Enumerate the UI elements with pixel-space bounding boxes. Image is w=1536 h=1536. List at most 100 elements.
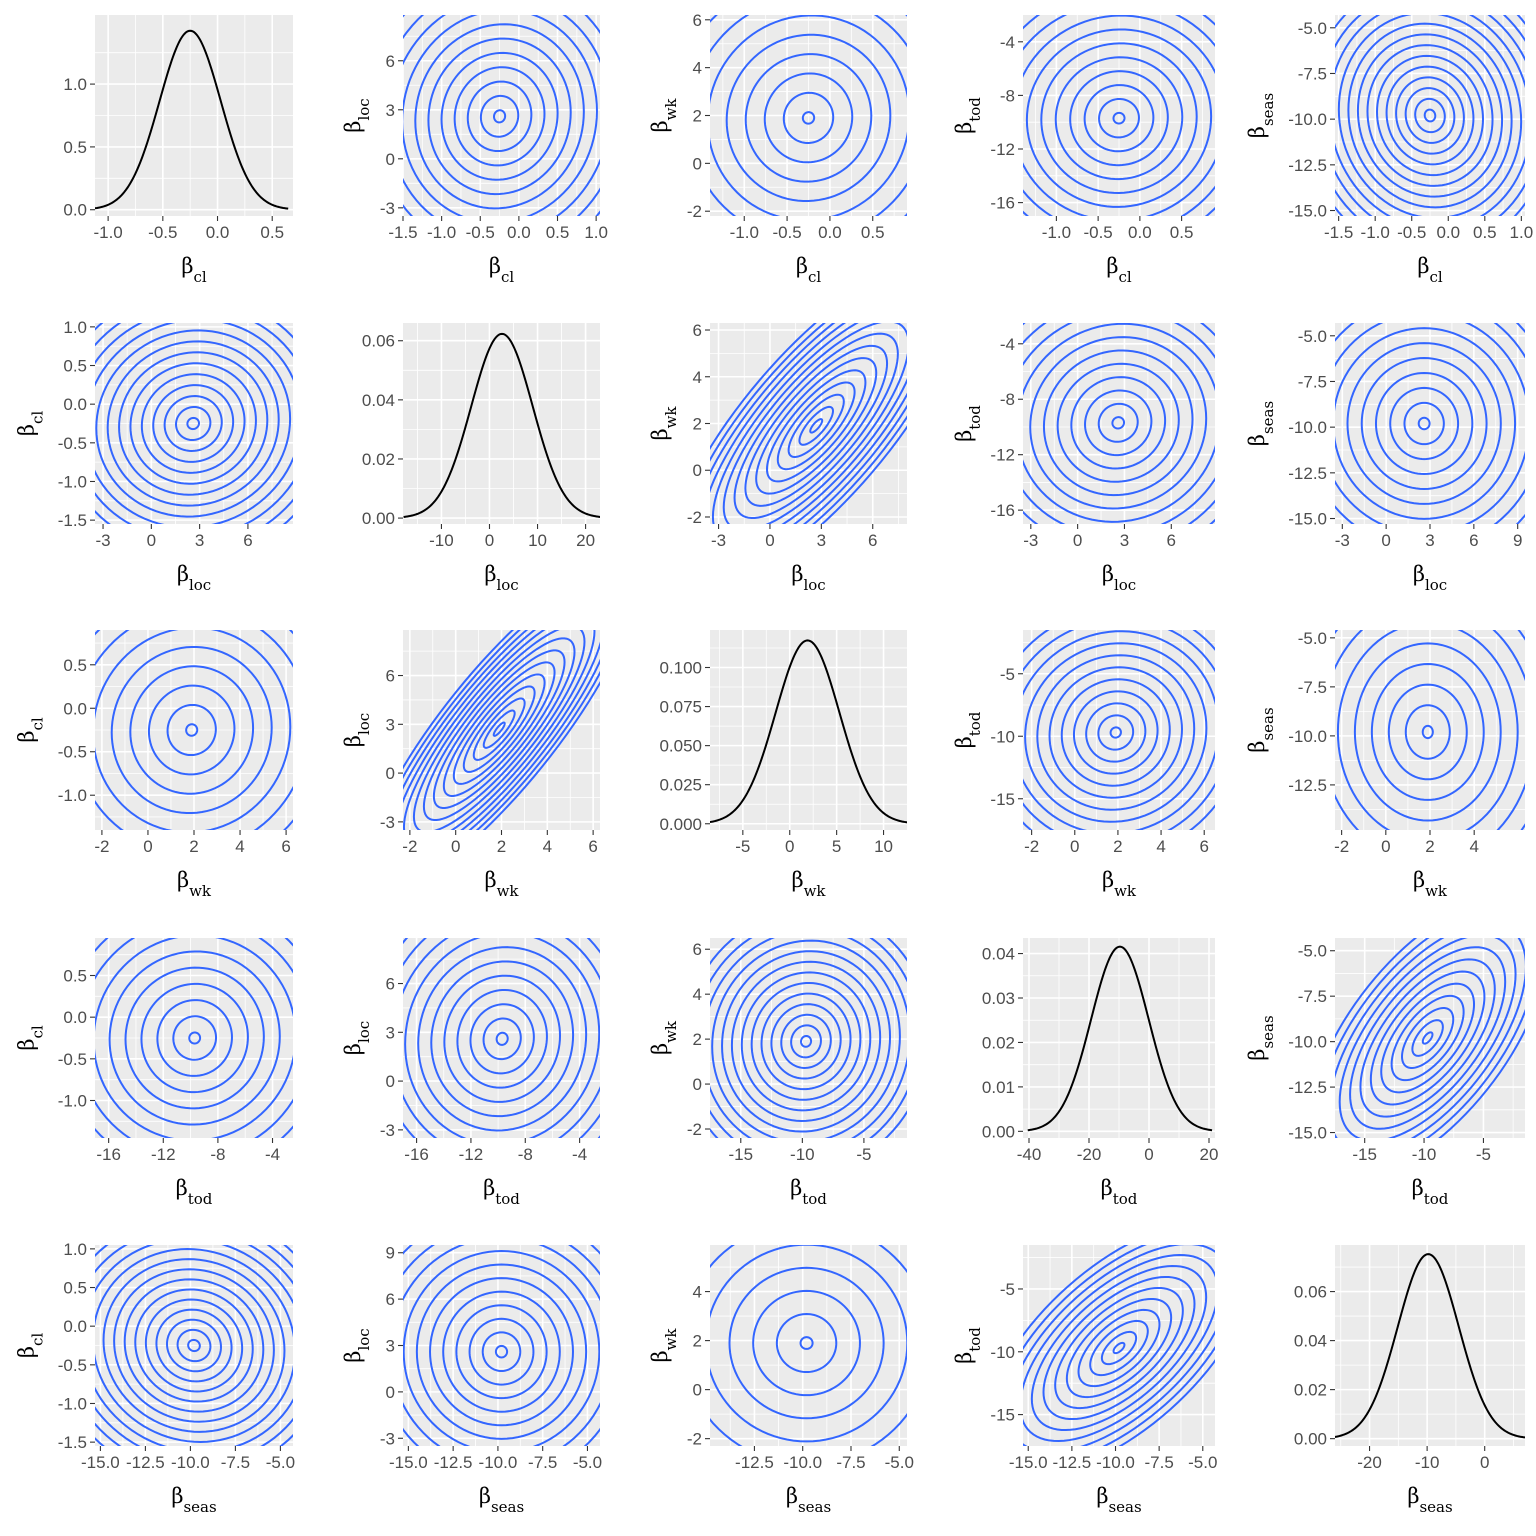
y-tick-label: 1.0 xyxy=(63,75,87,94)
y-tick-label: -7.5 xyxy=(1298,987,1327,1006)
grid xyxy=(95,15,293,216)
x-tick-label: -2 xyxy=(94,837,109,856)
panel-background xyxy=(1335,1245,1525,1446)
contour-line xyxy=(452,673,546,785)
contour-line xyxy=(95,1248,293,1443)
contour-line xyxy=(95,323,293,524)
y-tick-label: -5 xyxy=(1000,1280,1015,1299)
x-tick-label: -7.5 xyxy=(528,1453,557,1472)
y-tick-label: 0.5 xyxy=(63,357,87,376)
x-axis-title: βtod xyxy=(1101,1176,1138,1208)
contour-line xyxy=(417,946,588,1132)
contour-line xyxy=(453,66,546,167)
x-axis-title: βtod xyxy=(1412,1176,1449,1208)
contour-line xyxy=(1349,946,1507,1130)
y-tick-label: 0.0 xyxy=(63,201,87,220)
panel-1-4: -3 0 3 6 9 -15.0 -12.5 -10.0 -7.5 -5.0 βloc βseas xyxy=(1245,323,1525,594)
grid xyxy=(95,630,293,830)
y-tick-label: 0 xyxy=(386,150,395,169)
y-tick-label: 6 xyxy=(693,11,702,30)
axes: -15 -10 -5 -2 0 2 4 6 xyxy=(687,940,872,1164)
plot-data xyxy=(710,639,907,824)
contour-line xyxy=(166,703,217,757)
contour-line xyxy=(1411,1019,1444,1057)
contour-line xyxy=(1112,1341,1126,1355)
contour-line xyxy=(186,416,200,431)
axes: -2 0 2 4 -12.5 -10.0 -7.5 -5.0 xyxy=(1288,629,1479,856)
contour-line xyxy=(1374,371,1474,476)
contour-line xyxy=(134,1288,254,1403)
x-tick-label: 0 xyxy=(765,531,774,550)
axes: -1.5 -1.0 -0.5 0.0 0.5 1.0 -3 0 3 6 xyxy=(380,52,608,242)
axes: -1.5 -1.0 -0.5 0.0 0.5 1.0 -15.0 -12.5 -10.0 -7.5… xyxy=(1288,19,1533,242)
contour-line xyxy=(1042,349,1194,497)
contour-line xyxy=(481,1331,522,1373)
x-tick-label: 0 xyxy=(1381,837,1390,856)
x-axis-title: βwk xyxy=(791,868,826,900)
y-tick-label: -15.0 xyxy=(1288,510,1327,529)
x-axis-title: βcl xyxy=(1106,254,1132,286)
contour-line xyxy=(1338,938,1517,1138)
axes: -5 0 5 10 0.000 0.025 0.050 0.075 0.100 xyxy=(659,659,893,857)
contour-line xyxy=(1023,323,1215,523)
contour-line xyxy=(799,1336,814,1350)
x-tick-label: -40 xyxy=(1017,1145,1042,1164)
y-tick-label: 0.050 xyxy=(659,737,702,756)
contour-line xyxy=(1337,15,1523,216)
contour-line xyxy=(1421,724,1434,740)
contour-line xyxy=(1023,1245,1215,1446)
contour-line xyxy=(1366,44,1494,187)
y-tick-label: -3 xyxy=(380,813,395,832)
y-axis-title: βtod xyxy=(952,405,984,442)
x-tick-label: 5 xyxy=(832,837,841,856)
contour-line xyxy=(482,1017,522,1061)
x-tick-label: -15 xyxy=(728,1145,753,1164)
contour-line xyxy=(1023,630,1215,830)
y-tick-label: -7.5 xyxy=(1298,64,1327,83)
y-tick-label: 0.0 xyxy=(63,699,87,718)
plot-data xyxy=(95,1245,293,1446)
contour-line xyxy=(1030,1264,1208,1432)
contour-line xyxy=(123,1278,265,1413)
contour-line xyxy=(1359,958,1496,1118)
contour-line xyxy=(1042,1275,1196,1421)
x-tick-label: -3 xyxy=(95,531,110,550)
contour-line xyxy=(403,1249,600,1446)
y-tick-label: -16 xyxy=(990,194,1015,213)
contour-line xyxy=(1060,678,1171,787)
x-axis-title: βwk xyxy=(484,868,519,900)
y-tick-label: 0.02 xyxy=(982,1033,1015,1052)
panel-4-0: -15.0 -12.5 -10.0 -7.5 -5.0 -1.5 -1.0 -0.5 0.0 0.… xyxy=(14,1240,295,1516)
contour-line xyxy=(1098,97,1140,139)
x-tick-label: -10 xyxy=(1412,1145,1437,1164)
x-tick-label: 0.0 xyxy=(818,223,842,242)
x-tick-label: 2 xyxy=(189,837,198,856)
contour-line xyxy=(711,323,907,524)
x-tick-label: 20 xyxy=(576,531,595,550)
contour-line xyxy=(763,72,854,164)
contour-line xyxy=(429,1277,574,1427)
plot-data xyxy=(95,630,293,830)
y-tick-label: 6 xyxy=(386,975,395,994)
x-tick-label: -10.0 xyxy=(479,1453,518,1472)
y-tick-label: -0.5 xyxy=(58,434,87,453)
y-tick-label: 3 xyxy=(386,101,395,120)
y-tick-label: -16 xyxy=(990,501,1015,520)
y-tick-label: -12 xyxy=(990,140,1015,159)
contour-line xyxy=(710,323,907,524)
x-tick-label: -0.5 xyxy=(1083,223,1112,242)
contour-line xyxy=(403,630,600,830)
x-tick-label: 10 xyxy=(874,837,893,856)
panel-1-1: -10 0 10 20 0.00 0.02 0.04 0.06 βloc xyxy=(362,323,600,594)
contour-line xyxy=(1085,702,1147,763)
y-tick-label: -12.5 xyxy=(1288,1078,1327,1097)
plot-data xyxy=(1023,15,1215,216)
plot-data xyxy=(1335,630,1525,830)
contour-line xyxy=(492,721,506,737)
x-axis-title: βcl xyxy=(1417,254,1443,286)
contour-line xyxy=(442,661,556,797)
plot-data xyxy=(95,29,289,210)
contour-line xyxy=(1346,342,1502,505)
contour-line xyxy=(801,111,816,125)
x-tick-label: -1.0 xyxy=(1042,223,1071,242)
